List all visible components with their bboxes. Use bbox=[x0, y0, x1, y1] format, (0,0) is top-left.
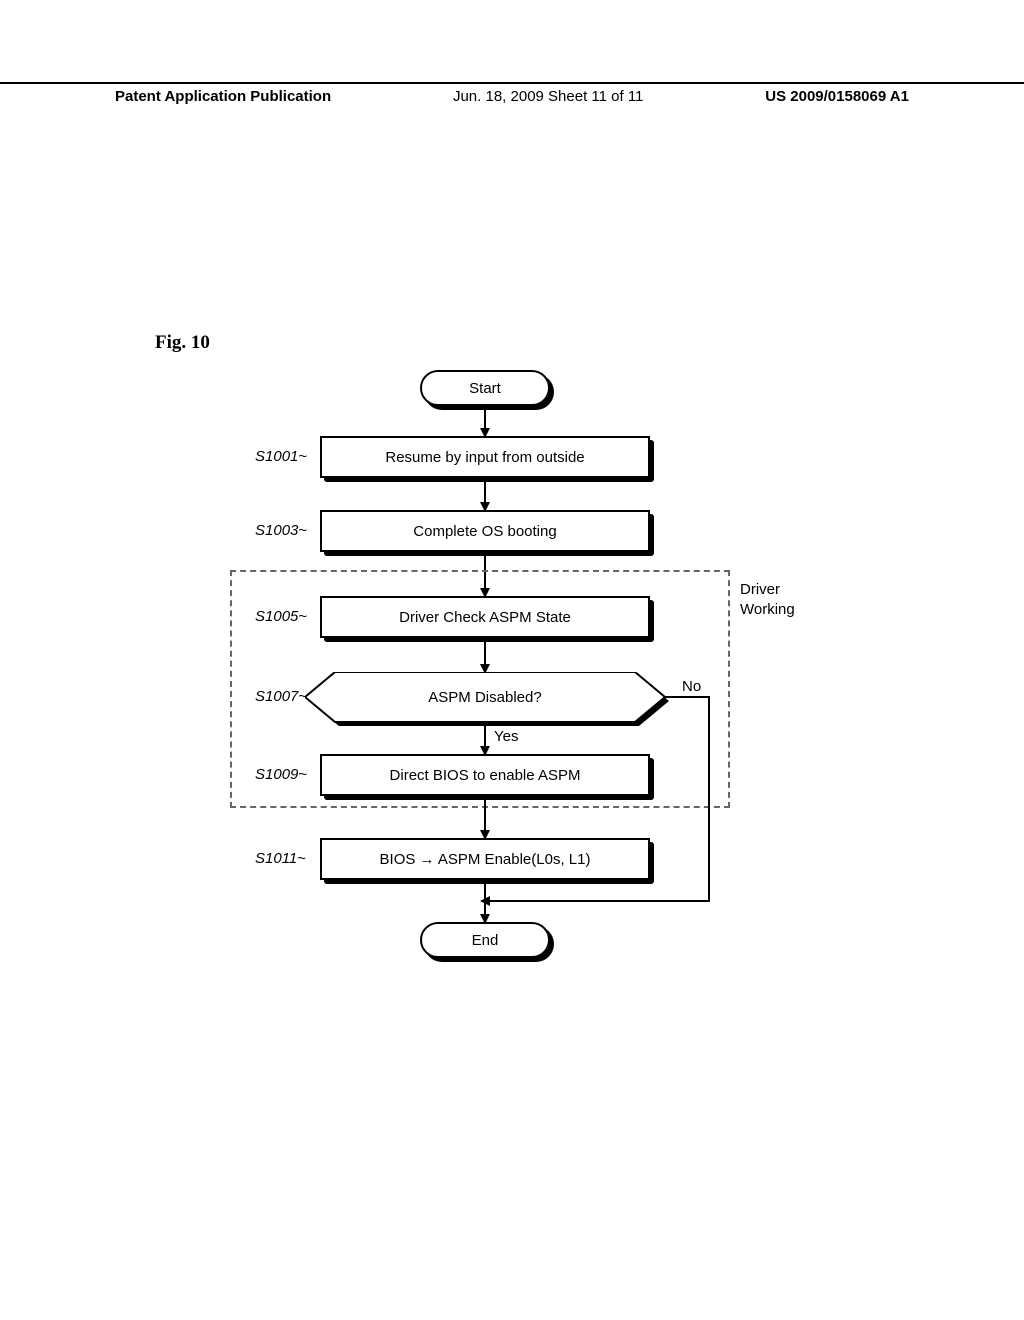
node-s1011-text: BIOS → ASPM Enable(L0s, L1) bbox=[380, 851, 591, 868]
node-s1005: Driver Check ASPM State bbox=[320, 596, 650, 638]
connector bbox=[486, 900, 710, 902]
node-s1005-text: Driver Check ASPM State bbox=[399, 609, 571, 626]
step-label-s1001: S1001~ bbox=[255, 448, 307, 465]
node-start: Start bbox=[420, 370, 550, 406]
connector bbox=[708, 696, 710, 902]
connector bbox=[484, 880, 486, 916]
node-s1009: Direct BIOS to enable ASPM bbox=[320, 754, 650, 796]
step-label-s1003: S1003~ bbox=[255, 522, 307, 539]
edge-no-label: No bbox=[682, 678, 701, 695]
connector bbox=[484, 722, 486, 748]
header-left: Patent Application Publication bbox=[115, 88, 331, 105]
step-label-s1009: S1009~ bbox=[255, 766, 307, 783]
header-center: Jun. 18, 2009 Sheet 11 of 11 bbox=[453, 88, 643, 105]
figure-label: Fig. 10 bbox=[155, 332, 210, 354]
connector bbox=[665, 696, 710, 698]
node-s1011: BIOS → ASPM Enable(L0s, L1) bbox=[320, 838, 650, 880]
node-s1001-text: Resume by input from outside bbox=[385, 449, 584, 466]
edge-yes-label: Yes bbox=[494, 728, 518, 745]
header-right: US 2009/0158069 A1 bbox=[765, 88, 909, 105]
node-start-text: Start bbox=[469, 380, 501, 397]
step-label-s1005: S1005~ bbox=[255, 608, 307, 625]
region-label: Driver Working bbox=[740, 580, 795, 619]
connector bbox=[484, 638, 486, 666]
node-s1007-text: ASPM Disabled? bbox=[305, 672, 665, 722]
connector bbox=[484, 406, 486, 430]
node-s1009-text: Direct BIOS to enable ASPM bbox=[390, 767, 581, 784]
step-label-s1007: S1007~ bbox=[255, 688, 307, 705]
connector bbox=[484, 478, 486, 504]
node-s1003: Complete OS booting bbox=[320, 510, 650, 552]
node-s1003-text: Complete OS booting bbox=[413, 523, 556, 540]
connector bbox=[484, 796, 486, 832]
page-header: Patent Application Publication Jun. 18, … bbox=[0, 82, 1024, 105]
step-label-s1011: S1011~ bbox=[255, 850, 306, 867]
node-s1001: Resume by input from outside bbox=[320, 436, 650, 478]
node-end-text: End bbox=[472, 932, 499, 949]
node-end: End bbox=[420, 922, 550, 958]
